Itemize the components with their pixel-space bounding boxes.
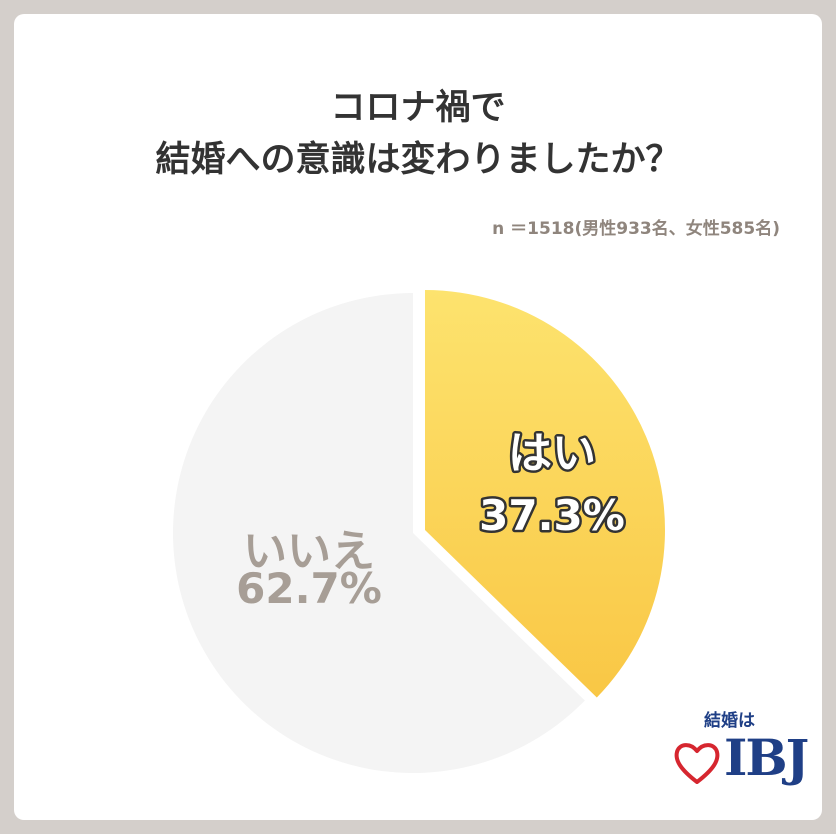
slice-label-yes: はい xyxy=(508,428,596,479)
title-line-2: 結婚への意識は変わりましたか？ xyxy=(155,140,681,180)
title-line-1: コロナ禍で xyxy=(330,88,506,128)
pie-slice-no xyxy=(173,293,585,774)
sample-size-note: n ＝1518(男性933名、女性585名) xyxy=(492,219,780,239)
chart-title: コロナ禍で 結婚への意識は変わりましたか？ xyxy=(0,82,836,186)
pie-slice-yes xyxy=(425,290,666,698)
slice-label-no: いいえ xyxy=(243,526,375,577)
logo-mark: IBJ xyxy=(724,728,809,787)
ibj-logo: 結婚は IBJ xyxy=(672,702,809,812)
logo-caption: 結婚は xyxy=(704,711,755,731)
heart-icon xyxy=(674,743,720,784)
slice-value-no: 62.7% xyxy=(236,564,382,613)
slice-value-yes: 37.3% xyxy=(479,491,625,540)
